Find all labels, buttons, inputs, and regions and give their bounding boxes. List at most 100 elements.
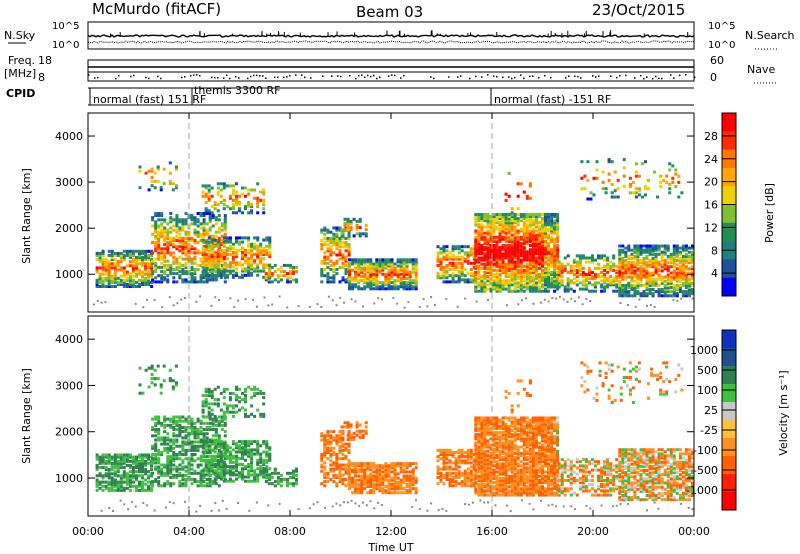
range-gate-cell: [498, 239, 502, 243]
range-gate-cell: [448, 268, 452, 271]
range-gate-cell: [231, 211, 235, 215]
range-gate-cell: [166, 259, 170, 263]
range-gate-cell: [190, 216, 194, 220]
range-gate-cell: [267, 276, 271, 280]
range-gate-cell: [160, 278, 164, 282]
range-gate-cell: [157, 236, 161, 240]
range-gate-cell: [193, 444, 197, 448]
range-gate-cell: [154, 276, 158, 280]
range-gate-cell: [621, 294, 625, 298]
range-gate-cell: [528, 266, 532, 270]
range-gate-cell: [622, 185, 626, 189]
range-gate-cell: [684, 281, 688, 285]
range-gate-cell: [510, 223, 514, 227]
range-gate-cell: [624, 294, 628, 298]
range-gate-cell: [553, 248, 557, 252]
range-gate-cell: [154, 459, 158, 463]
range-gate-cell: [225, 246, 229, 250]
range-gate-cell: [513, 275, 517, 279]
range-gate-cell: [448, 261, 452, 265]
range-gate-cell: [253, 261, 257, 265]
range-gate-cell: [150, 274, 154, 278]
range-gate-cell: [157, 465, 161, 469]
range-gate-cell: [654, 263, 658, 267]
range-gate-cell: [323, 484, 327, 488]
range-gate-cell: [348, 262, 352, 266]
range-gate-cell: [144, 478, 148, 482]
nave-dot: [487, 74, 489, 76]
range-gate-cell: [474, 219, 478, 223]
range-gate-cell: [566, 287, 570, 291]
range-gate-cell: [492, 275, 496, 279]
range-gate-cell: [228, 240, 232, 244]
range-gate-cell: [578, 281, 582, 285]
range-gate-cell: [691, 283, 694, 287]
range-gate-cell: [98, 461, 102, 465]
range-gate-cell: [151, 224, 155, 228]
range-gate-cell: [547, 275, 550, 279]
range-gate-cell: [175, 218, 179, 222]
range-gate-cell: [141, 463, 144, 467]
range-gate-cell: [344, 243, 348, 247]
range-gate-cell: [204, 465, 208, 469]
range-gate-cell: [222, 251, 226, 254]
range-gate-cell: [516, 239, 520, 243]
range-gate-cell: [597, 273, 600, 277]
range-gate-cell: [654, 290, 658, 294]
range-gate-cell: [528, 258, 532, 262]
range-gate-cell: [259, 473, 263, 477]
range-gate-cell: [213, 257, 217, 261]
range-gate-cell: [501, 258, 505, 262]
range-gate-cell: [211, 421, 215, 425]
range-gate-cell: [157, 459, 161, 463]
range-gate-cell: [469, 261, 473, 265]
range-gate-cell: [332, 480, 336, 484]
range-gate-cell: [157, 419, 161, 423]
range-gate-cell: [193, 270, 197, 274]
range-gate-cell: [675, 252, 679, 256]
range-gate-cell: [169, 455, 173, 459]
range-gate-cell: [375, 277, 379, 280]
range-gate-cell: [223, 417, 227, 421]
range-gate-cell: [104, 268, 108, 272]
ground-scatter-cell: [100, 301, 103, 304]
range-gate-cell: [135, 466, 138, 469]
range-gate-cell: [501, 287, 505, 291]
range-gate-cell: [666, 286, 670, 289]
range-gate-cell: [169, 239, 173, 242]
range-gate-cell: [651, 246, 655, 250]
range-gate-cell: [250, 465, 254, 469]
range-gate-cell: [504, 275, 508, 279]
range-gate-cell: [534, 248, 538, 252]
range-gate-cell: [262, 275, 266, 279]
range-gate-cell: [181, 236, 185, 240]
range-gate-cell: [378, 268, 382, 272]
range-gate-cell: [222, 414, 226, 418]
range-gate-cell: [181, 459, 185, 463]
range-gate-cell: [627, 283, 631, 287]
range-gate-cell: [135, 262, 138, 266]
range-gate-cell: [396, 260, 400, 264]
range-gate-cell: [544, 235, 547, 239]
range-gate-cell: [516, 273, 520, 277]
range-gate-cell: [289, 265, 292, 269]
range-gate-cell: [241, 452, 244, 456]
range-gate-cell: [541, 235, 544, 239]
range-gate-cell: [538, 281, 541, 285]
range-gate-cell: [610, 160, 614, 164]
range-gate-cell: [210, 255, 214, 259]
range-gate-cell: [222, 465, 226, 469]
range-gate-cell: [323, 438, 327, 442]
range-gate-cell: [483, 289, 487, 293]
range-gate-cell: [178, 471, 182, 475]
range-gate-cell: [645, 246, 649, 250]
range-gate-cell: [492, 215, 496, 218]
range-gate-cell: [113, 463, 117, 467]
range-gate-cell: [547, 213, 550, 216]
range-gate-cell: [187, 421, 191, 425]
range-gate-cell: [247, 251, 251, 254]
range-gate-cell: [384, 281, 388, 285]
range-gate-cell: [262, 201, 266, 204]
range-gate-cell: [138, 468, 141, 472]
range-gate-cell: [201, 246, 205, 250]
